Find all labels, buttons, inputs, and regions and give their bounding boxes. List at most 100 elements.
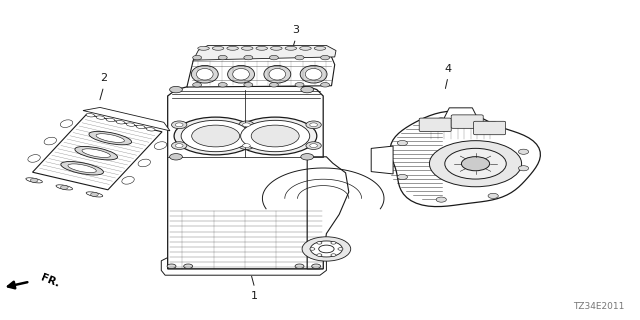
Circle shape xyxy=(175,123,183,127)
Circle shape xyxy=(518,149,529,154)
Circle shape xyxy=(239,142,254,149)
Circle shape xyxy=(30,179,38,182)
Circle shape xyxy=(445,148,506,179)
Circle shape xyxy=(306,121,321,129)
Circle shape xyxy=(193,55,202,60)
Ellipse shape xyxy=(136,125,145,129)
Circle shape xyxy=(218,55,227,60)
Ellipse shape xyxy=(198,46,209,50)
Circle shape xyxy=(269,83,278,87)
Ellipse shape xyxy=(251,125,300,147)
Ellipse shape xyxy=(116,121,125,124)
Ellipse shape xyxy=(138,159,150,167)
Ellipse shape xyxy=(241,120,310,152)
Circle shape xyxy=(295,55,304,60)
Ellipse shape xyxy=(56,185,72,190)
Circle shape xyxy=(331,254,336,256)
Circle shape xyxy=(488,193,499,198)
Circle shape xyxy=(218,83,227,87)
Circle shape xyxy=(429,141,522,187)
Ellipse shape xyxy=(196,68,213,80)
Circle shape xyxy=(317,254,322,256)
Circle shape xyxy=(321,55,330,60)
Ellipse shape xyxy=(228,65,255,83)
Circle shape xyxy=(310,248,315,250)
Circle shape xyxy=(269,55,278,60)
Circle shape xyxy=(170,86,182,93)
FancyBboxPatch shape xyxy=(419,118,451,132)
Ellipse shape xyxy=(75,147,118,160)
Ellipse shape xyxy=(26,178,42,183)
Circle shape xyxy=(170,154,182,160)
Circle shape xyxy=(397,174,408,180)
Circle shape xyxy=(310,241,342,257)
Text: 1: 1 xyxy=(252,291,258,301)
Ellipse shape xyxy=(269,68,285,80)
Ellipse shape xyxy=(60,120,73,127)
Ellipse shape xyxy=(28,155,40,162)
Circle shape xyxy=(172,142,187,149)
Text: 4: 4 xyxy=(444,64,452,74)
Circle shape xyxy=(244,55,253,60)
Text: FR.: FR. xyxy=(40,272,61,289)
Polygon shape xyxy=(371,146,393,174)
Circle shape xyxy=(436,118,446,123)
Ellipse shape xyxy=(122,177,134,184)
Ellipse shape xyxy=(241,46,253,50)
Text: 2: 2 xyxy=(100,73,108,84)
Circle shape xyxy=(60,186,68,189)
Circle shape xyxy=(488,122,499,127)
Ellipse shape xyxy=(192,125,240,147)
Circle shape xyxy=(243,144,250,148)
Ellipse shape xyxy=(191,65,218,83)
Polygon shape xyxy=(193,45,336,60)
Polygon shape xyxy=(161,258,326,275)
Ellipse shape xyxy=(44,137,56,145)
Circle shape xyxy=(243,123,250,127)
Polygon shape xyxy=(390,111,540,207)
Ellipse shape xyxy=(96,134,124,142)
Ellipse shape xyxy=(126,123,135,126)
Ellipse shape xyxy=(227,46,238,50)
Circle shape xyxy=(397,140,408,146)
Ellipse shape xyxy=(300,46,311,50)
Circle shape xyxy=(518,166,529,171)
Circle shape xyxy=(321,83,330,87)
Ellipse shape xyxy=(314,46,326,50)
Polygon shape xyxy=(443,108,479,121)
Text: TZ34E2011: TZ34E2011 xyxy=(573,302,624,311)
Circle shape xyxy=(167,264,176,268)
Ellipse shape xyxy=(234,117,317,155)
Ellipse shape xyxy=(271,46,282,50)
Ellipse shape xyxy=(68,164,96,172)
Ellipse shape xyxy=(89,131,132,145)
Circle shape xyxy=(331,242,336,244)
Polygon shape xyxy=(187,52,335,87)
Circle shape xyxy=(312,264,321,268)
Circle shape xyxy=(317,242,322,244)
FancyBboxPatch shape xyxy=(451,115,483,128)
Circle shape xyxy=(244,83,253,87)
Ellipse shape xyxy=(147,128,155,131)
Circle shape xyxy=(239,121,254,129)
Circle shape xyxy=(172,121,187,129)
Circle shape xyxy=(184,264,193,268)
Circle shape xyxy=(461,157,490,171)
FancyBboxPatch shape xyxy=(474,121,506,135)
Ellipse shape xyxy=(212,46,224,50)
Ellipse shape xyxy=(181,120,250,152)
Circle shape xyxy=(301,86,314,93)
Circle shape xyxy=(301,154,314,160)
Ellipse shape xyxy=(305,68,322,80)
Ellipse shape xyxy=(96,116,105,119)
Circle shape xyxy=(310,144,317,148)
Circle shape xyxy=(319,245,334,253)
Text: 3: 3 xyxy=(292,25,299,36)
Ellipse shape xyxy=(285,46,297,50)
Circle shape xyxy=(338,248,343,250)
Polygon shape xyxy=(33,114,162,190)
Ellipse shape xyxy=(233,68,250,80)
Ellipse shape xyxy=(154,142,166,149)
Ellipse shape xyxy=(86,114,95,117)
Circle shape xyxy=(175,144,183,148)
